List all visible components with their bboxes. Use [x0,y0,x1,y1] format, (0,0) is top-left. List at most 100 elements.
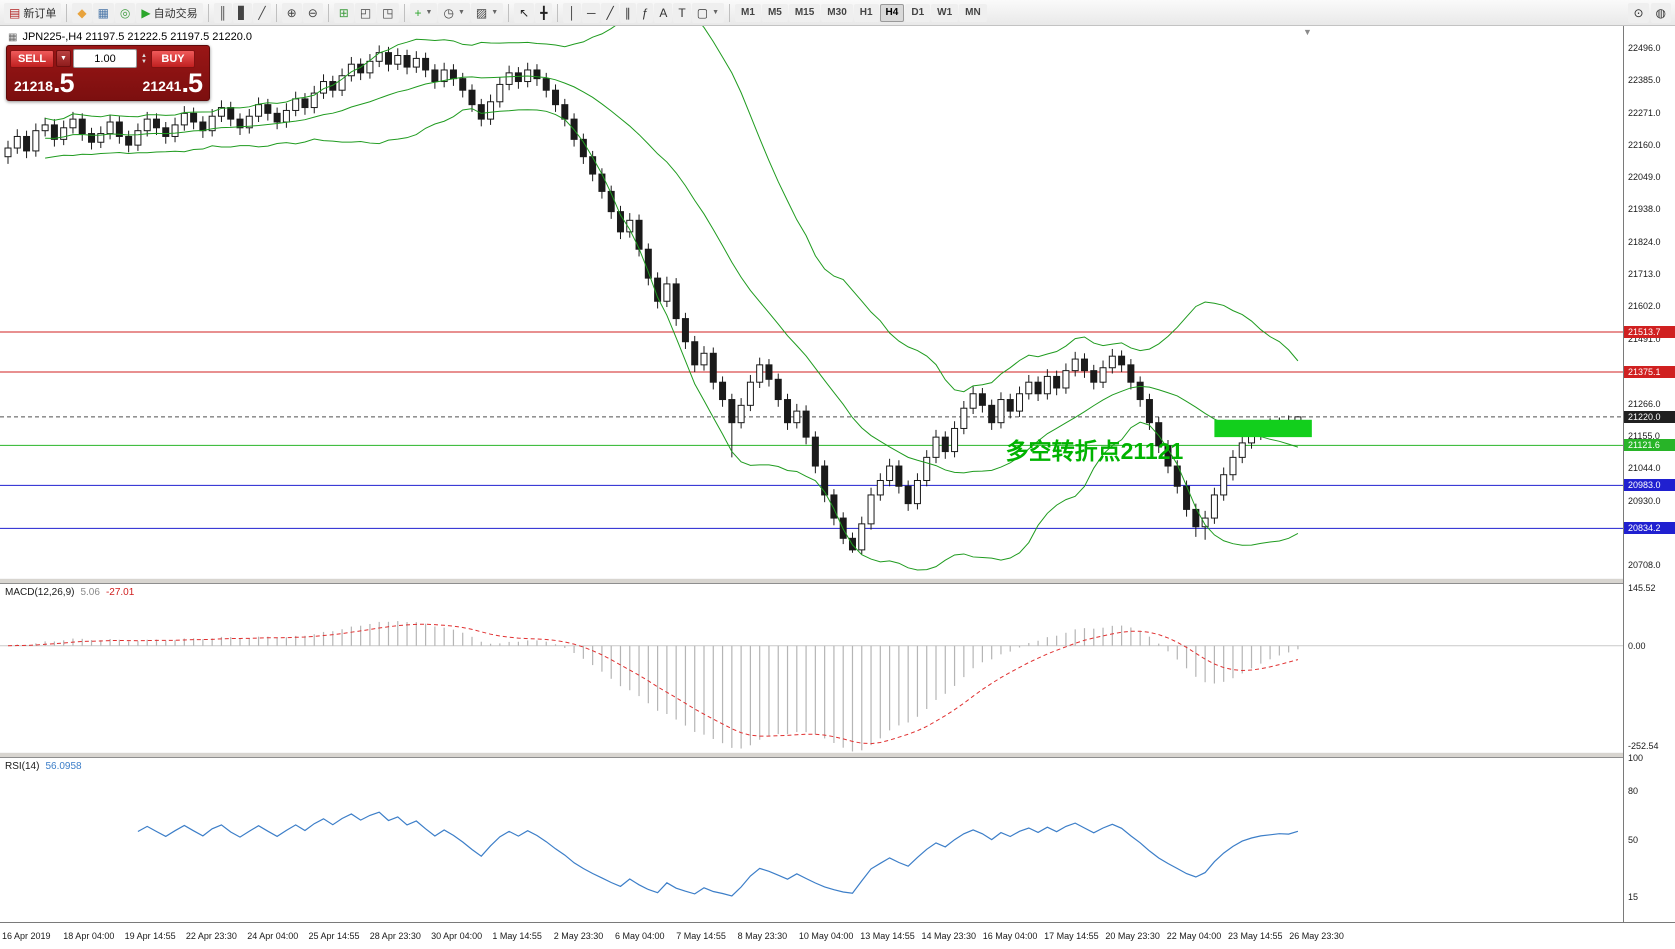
time-axis-label: 17 May 14:55 [1044,931,1099,941]
panel-separator[interactable] [0,752,1675,758]
order-options-caret[interactable]: ▼ [56,50,71,67]
price-axis-label: 21155.0 [1628,430,1660,441]
bollinger-bands [45,26,1299,571]
cursor-icon[interactable]: ↖ [514,2,535,23]
rsi-scale-label: 80 [1628,785,1639,796]
timeframe-button-w1[interactable]: W1 [931,3,959,22]
rsi-panel-canvas[interactable] [0,758,1623,922]
timeframe-button-h4[interactable]: H4 [879,3,905,22]
toolbar-separator [729,3,731,22]
strategy-tester-icon[interactable]: ◎ [114,2,136,23]
autotrading-button[interactable]: ▶ 自动交易 [136,2,203,23]
timeframe-button-d1[interactable]: D1 [905,3,931,22]
chart-annotation-text[interactable]: 多空转折点21121 [1006,438,1184,464]
buy-button[interactable]: BUY [151,49,195,68]
volume-input[interactable] [73,49,137,68]
price-axis[interactable]: 22496.0 22385.0 22271.0 22160.0 22049.0 21938… [1623,26,1675,922]
candlestick-chart-icon: ▋ [238,5,248,20]
text-label-icon[interactable]: T [673,2,691,23]
price-badge: 21513.7 [1624,325,1675,338]
price-badge: 21121.6 [1624,439,1675,452]
trendline-icon[interactable]: ╱ [601,2,619,23]
timeframe-button-h1[interactable]: H1 [853,3,879,22]
price-axis-label: 22049.0 [1628,172,1661,183]
crosshair-icon[interactable]: ╋ [535,2,553,23]
crosshair-icon: ╋ [540,5,548,20]
highlight-rectangle[interactable] [1214,419,1312,438]
sell-price-big: .5 [52,68,75,98]
toolbar-separator [508,3,510,22]
candlestick-chart-icon[interactable]: ▋ [233,2,253,23]
zoom-in-icon: ⊕ [286,5,297,20]
search-icon[interactable]: ⊙ [1628,2,1649,23]
line-chart-icon[interactable]: ╱ [253,2,271,23]
tile-windows-icon[interactable]: ⊞ [333,2,354,23]
time-axis[interactable]: 16 Apr 2019 18 Apr 04:00 19 Apr 14:55 22 Ap… [0,922,1675,949]
profiles-icon[interactable]: ◆ [72,2,92,23]
macd-panel-canvas[interactable] [0,584,1623,752]
horizontal-line-icon[interactable]: ─ [581,2,601,23]
shapes-icon[interactable]: ▢ ▼ [691,2,725,23]
zoom-in-icon[interactable]: ⊕ [281,2,302,23]
panel-separator[interactable] [0,578,1675,584]
sell-price[interactable]: 21218 .5 [14,68,75,98]
symbol-info: ▦ JPN225-,H4 21197.5 21222.5 21197.5 212… [8,31,252,43]
cascade-windows-icon[interactable]: ◰ [354,2,377,23]
macd-scale-label: 0.00 [1628,640,1646,651]
indicators-icon[interactable]: + ▼ [409,2,438,23]
price-badge: 20983.0 [1624,479,1675,492]
zoom-out-icon[interactable]: ⊖ [302,2,323,23]
time-axis-label: 28 Apr 23:30 [369,931,421,941]
volume-stepper[interactable]: ▲ ▼ [141,52,147,65]
time-axis-label: 16 May 04:00 [982,931,1038,941]
time-axis-label: 16 Apr 2019 [2,931,51,941]
scroll-to-end-icon[interactable]: ▼ [1303,27,1312,37]
macd-name: MACD(12,26,9) [5,587,75,598]
macd-indicator-label: MACD(12,26,9) 5.06 -27.01 [5,587,134,598]
rsi-line [137,811,1299,897]
text-icon[interactable]: A [654,2,673,23]
cascade-windows-icon: ◰ [359,5,372,20]
horizontal-level-lines [0,331,1623,529]
community-icon[interactable]: ◍ [1650,2,1671,23]
new-order-button[interactable]: ▤ 新订单 [4,2,62,23]
periods-icon[interactable]: ◷ ▼ [438,2,470,23]
arrange-windows-icon[interactable]: ◳ [377,2,399,23]
search-icon: ⊙ [1633,5,1644,20]
timeframe-button-m30[interactable]: M30 [821,3,853,22]
time-axis-label: 13 May 14:55 [860,931,915,941]
timeframe-button-m1[interactable]: M1 [735,3,761,22]
autotrading-button-label: 自动交易 [153,7,198,20]
timeframe-button-mn[interactable]: MN [959,3,987,22]
one-click-trade-panel: SELL ▼ ▲▼ BUY 21218 .5 21241 .5 [6,45,210,101]
price-axis-label: 20930.0 [1628,495,1661,506]
price-axis-label: 22160.0 [1628,140,1661,151]
timeframe-button-m5[interactable]: M5 [761,3,788,22]
vertical-line-icon[interactable]: │ [563,2,581,23]
time-axis-label: 8 May 23:30 [737,931,788,941]
buy-price[interactable]: 21241 .5 [142,70,203,97]
sell-button[interactable]: SELL [10,49,54,68]
toolbar-separator [557,3,559,22]
buy-price-small: 21241 [142,78,182,94]
horizontal-line-icon: ─ [586,5,596,20]
timeframe-button-m15[interactable]: M15 [788,3,821,22]
fibonacci-icon[interactable]: ƒ [636,2,654,23]
equidistant-channel-icon[interactable]: ∥ [619,2,636,23]
price-axis-label: 22385.0 [1628,75,1661,86]
price-axis-label: 21713.0 [1628,269,1661,280]
price-chart-canvas[interactable]: 多空转折点21121 [0,26,1623,578]
rsi-value: 56.0958 [45,761,82,772]
shapes-icon: ▢ [696,5,709,20]
toolbar-separator [275,3,277,22]
new-order-button-label: 新订单 [23,7,57,20]
time-axis-label: 18 Apr 04:00 [63,931,115,941]
toolbar-separator [207,3,209,22]
rsi-name: RSI(14) [5,761,40,772]
trendline-icon: ╱ [606,5,614,20]
bar-chart-icon[interactable]: ║ [213,2,233,23]
templates-icon[interactable]: ▨ ▼ [470,2,504,23]
community-icon: ◍ [1655,5,1666,20]
rsi-scale-label: 50 [1628,835,1639,845]
data-window-icon[interactable]: ▦ [92,2,114,23]
